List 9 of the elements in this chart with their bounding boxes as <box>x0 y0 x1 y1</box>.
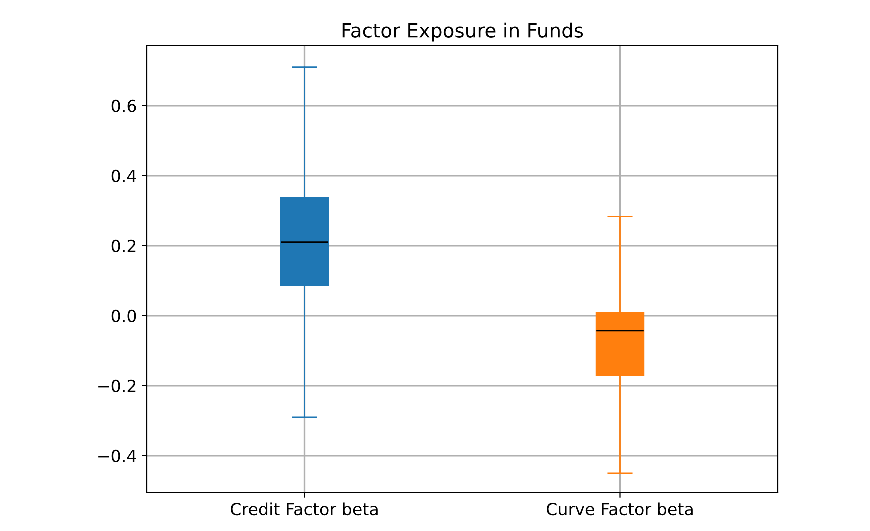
y-tick-label: −0.2 <box>98 380 136 392</box>
x-tick-label: Credit Factor beta <box>231 502 378 516</box>
y-tick-label: 0.4 <box>112 170 136 182</box>
y-tick-label: 0.2 <box>112 240 136 252</box>
y-tick-label: −0.4 <box>98 450 136 462</box>
y-tick-label: 0.6 <box>112 100 136 112</box>
chart-title: Factor Exposure in Funds <box>342 22 584 42</box>
y-tick-label: 0.0 <box>112 310 136 322</box>
x-tick-label: Curve Factor beta <box>546 502 693 516</box>
